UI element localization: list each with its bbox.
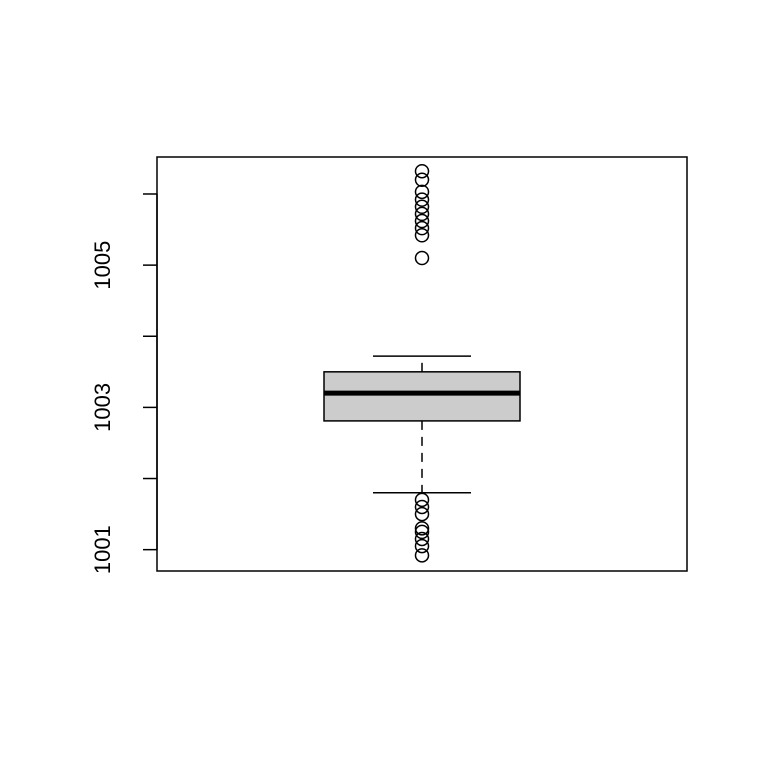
outlier-points — [414, 163, 430, 563]
outlier-point — [414, 184, 430, 200]
outlier-point — [414, 163, 430, 179]
box-group — [323, 355, 521, 494]
outlier-point — [414, 548, 430, 563]
outlier-point — [414, 220, 430, 236]
y-tick-label: 1005 — [90, 241, 115, 290]
outlier-point — [414, 492, 430, 508]
y-tick-label: 1003 — [90, 383, 115, 432]
outlier-point — [414, 538, 430, 554]
outlier-point — [414, 521, 430, 536]
outlier-point — [414, 206, 430, 222]
outlier-point — [414, 227, 430, 243]
outlier-point — [414, 524, 430, 540]
y-axis: 1001 1003 1005 — [90, 193, 158, 574]
outlier-point — [414, 172, 430, 188]
outlier-point — [414, 213, 430, 229]
outlier-point — [414, 499, 430, 515]
outlier-point — [414, 199, 430, 215]
outlier-point — [414, 506, 430, 522]
outlier-point — [414, 250, 430, 266]
outlier-point — [414, 192, 430, 207]
y-tick-label: 1001 — [90, 525, 115, 574]
interquartile-box — [323, 371, 521, 422]
outlier-point — [414, 531, 430, 547]
